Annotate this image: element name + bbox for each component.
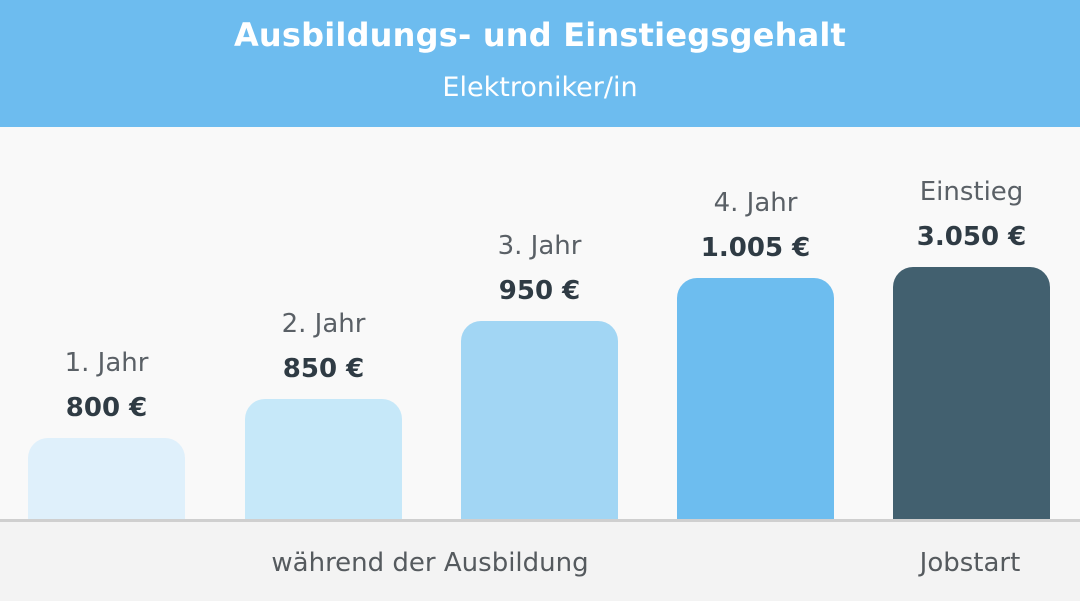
bar-5	[893, 267, 1050, 520]
category-label-3: 3. Jahr	[497, 231, 582, 261]
bar-1	[28, 438, 185, 520]
group-label-training: während der Ausbildung	[271, 548, 589, 578]
category-label-5: Einstieg	[919, 177, 1024, 207]
group-label-jobstart: Jobstart	[919, 548, 1021, 578]
chart-subtitle: Elektroniker/in	[442, 72, 638, 103]
bar-3	[461, 321, 618, 520]
value-label-1: 800 €	[65, 393, 148, 423]
bar-2	[245, 399, 402, 520]
x-axis-baseline	[0, 519, 1080, 522]
value-label-4: 1.005 €	[700, 233, 811, 264]
value-label-5: 3.050 €	[916, 222, 1027, 252]
category-label-4: 4. Jahr	[713, 188, 798, 219]
category-label-1: 1. Jahr	[64, 348, 149, 378]
value-label-2: 850 €	[282, 354, 365, 384]
bar-4	[677, 278, 834, 520]
category-label-2: 2. Jahr	[281, 309, 366, 339]
chart-header: Ausbildungs- und Einstiegsgehalt Elektro…	[0, 0, 1080, 127]
chart-title: Ausbildungs- und Einstiegsgehalt	[233, 16, 847, 54]
value-label-3: 950 €	[498, 276, 581, 306]
chart-footer	[0, 522, 1080, 601]
